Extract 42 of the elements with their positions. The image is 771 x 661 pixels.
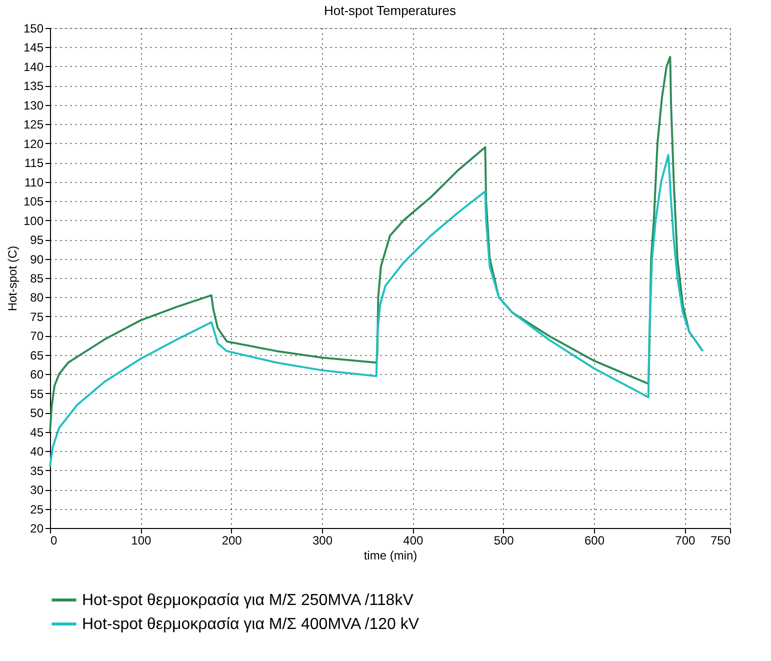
x-tick-label: 100: [131, 534, 152, 548]
y-tick-label: 50: [30, 406, 44, 420]
y-tick-label: 35: [30, 464, 44, 478]
y-tick-label: 40: [30, 444, 44, 459]
y-tick-label: 85: [30, 272, 44, 286]
x-tick-label: 400: [403, 534, 424, 548]
x-tick-label: 200: [222, 534, 242, 548]
legend-label: Hot-spot θερμοκρασία για Μ/Σ 400MVA /120 kV: [82, 616, 420, 633]
legend-label: Hot-spot θερμοκρασία για Μ/Σ 250MVA /118kV: [82, 592, 414, 609]
y-tick-label: 105: [23, 194, 44, 209]
y-axis-title: Hot-spot (C): [5, 246, 20, 312]
y-tick-label: 45: [30, 425, 44, 440]
y-tick-label: 150: [23, 22, 44, 36]
y-tick-label: 130: [23, 98, 44, 112]
y-tick-label: 120: [23, 136, 44, 151]
y-tick-label: 65: [30, 348, 44, 362]
y-tick-label: 135: [23, 79, 44, 94]
x-tick-label: 700: [675, 534, 696, 548]
y-tick-label: 30: [30, 483, 44, 498]
y-tick-label: 75: [30, 310, 44, 324]
x-axis-title: time (min): [364, 548, 418, 562]
x-tick-label: 0: [50, 534, 58, 548]
y-tick-label: 95: [30, 233, 44, 248]
y-tick-label: 60: [30, 368, 44, 382]
y-tick-label: 25: [30, 502, 44, 516]
y-tick-label: 140: [23, 60, 44, 74]
x-tick-label: 750: [710, 534, 731, 548]
y-tick-label: 110: [24, 175, 44, 190]
chart-title: Hot-spot Temperatures: [324, 3, 456, 18]
x-tick-label: 600: [584, 534, 605, 548]
line-series: [49, 154, 704, 468]
y-tick-label: 115: [24, 156, 44, 170]
y-tick-label: 125: [23, 118, 44, 132]
x-tick-label: 300: [312, 534, 333, 548]
y-tick-label: 90: [30, 252, 44, 266]
y-tick-label: 100: [23, 214, 44, 228]
y-tick-label: 70: [30, 329, 44, 344]
y-tick-label: 20: [30, 522, 44, 536]
y-tick-label: 80: [30, 290, 44, 305]
y-tick-label: 145: [23, 40, 44, 55]
x-tick-label: 500: [494, 534, 514, 548]
y-tick-label: 55: [30, 386, 44, 401]
